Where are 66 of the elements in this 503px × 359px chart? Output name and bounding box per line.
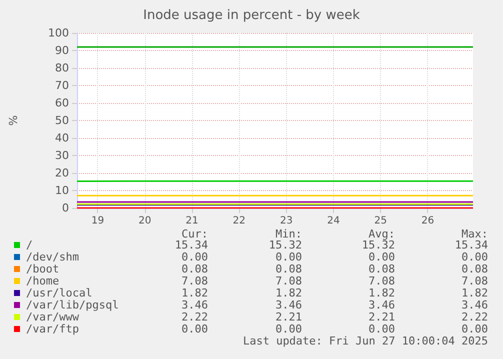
text: 2.22 — [462, 310, 488, 324]
text: 3.46 — [182, 298, 208, 312]
text: 0.08 — [368, 262, 395, 276]
y-tick-label: 30 — [55, 149, 69, 162]
x-tick-label: 19 — [91, 216, 104, 226]
text: 7.08 — [368, 274, 395, 288]
text: 15.32 — [268, 238, 302, 252]
text: 2.21 — [276, 310, 302, 324]
x-tick-label: 23 — [280, 216, 293, 226]
x-tick-label: 26 — [421, 216, 434, 226]
y-tick-label: 20 — [55, 166, 69, 180]
text: 15.34 — [454, 238, 488, 252]
text: 15.34 — [174, 238, 208, 252]
text: 3.46 — [462, 298, 488, 312]
y-tick-label: 80 — [55, 62, 69, 74]
legend-label: /var/www — [26, 310, 80, 324]
text: Min: — [276, 228, 302, 240]
text: 15.32 — [362, 238, 395, 252]
text: Avg: — [368, 228, 395, 240]
text: 0.08 — [462, 262, 488, 276]
legend-label: /home — [26, 274, 60, 288]
text: 1.82 — [276, 286, 302, 300]
x-tick-label: 20 — [138, 216, 152, 226]
text: 3.46 — [368, 298, 395, 312]
text: 0.00 — [182, 322, 208, 336]
y-tick-label: 90 — [55, 44, 69, 57]
text: 7.08 — [182, 274, 208, 288]
y-tick-label: 40 — [55, 132, 69, 144]
text: Max: — [462, 228, 488, 240]
text: 1.82 — [182, 286, 208, 300]
y-tick-label: 60 — [55, 96, 69, 110]
text: 1.82 — [368, 286, 395, 300]
text: 0.00 — [276, 322, 302, 336]
text: Last update: Fri Jun 27 10:00:04 2025 — [242, 334, 488, 348]
text: 0.00 — [368, 322, 395, 336]
legend-label: /var/lib/pgsql — [26, 298, 119, 312]
y-tick-label: 100 — [48, 26, 69, 40]
text: 0.00 — [276, 250, 302, 264]
y-axis-title: % — [7, 115, 20, 126]
text: 1.82 — [462, 286, 488, 300]
legend-label: / — [26, 238, 33, 252]
text: 0.00 — [368, 250, 395, 264]
text: 0.00 — [462, 250, 488, 264]
text: 0.08 — [182, 262, 208, 276]
text: Cur: — [182, 228, 208, 240]
y-tick-label: 0 — [62, 202, 69, 214]
legend-label: /dev/shm — [26, 250, 80, 264]
x-tick-label: 24 — [327, 216, 340, 226]
text: 7.08 — [462, 274, 488, 288]
legend-label: /var/ftp — [26, 322, 79, 336]
text: 3.46 — [276, 298, 302, 312]
text: 0.00 — [462, 322, 488, 336]
y-tick-label: 50 — [55, 114, 69, 127]
chart-title: Inode usage in percent - by week — [143, 8, 360, 23]
text: 2.21 — [368, 310, 395, 324]
y-tick-label: 10 — [55, 184, 69, 197]
legend-label: /boot — [26, 262, 60, 276]
text: 0.08 — [276, 262, 302, 276]
x-tick-label: 25 — [374, 216, 387, 226]
y-tick-label: 70 — [55, 79, 69, 92]
x-tick-label: 22 — [232, 216, 246, 226]
x-tick-label: 21 — [186, 216, 198, 226]
legend-label: /usr/local — [26, 286, 92, 300]
text: 2.22 — [182, 310, 208, 324]
text: 0.00 — [182, 250, 208, 264]
text: 7.08 — [276, 274, 302, 288]
